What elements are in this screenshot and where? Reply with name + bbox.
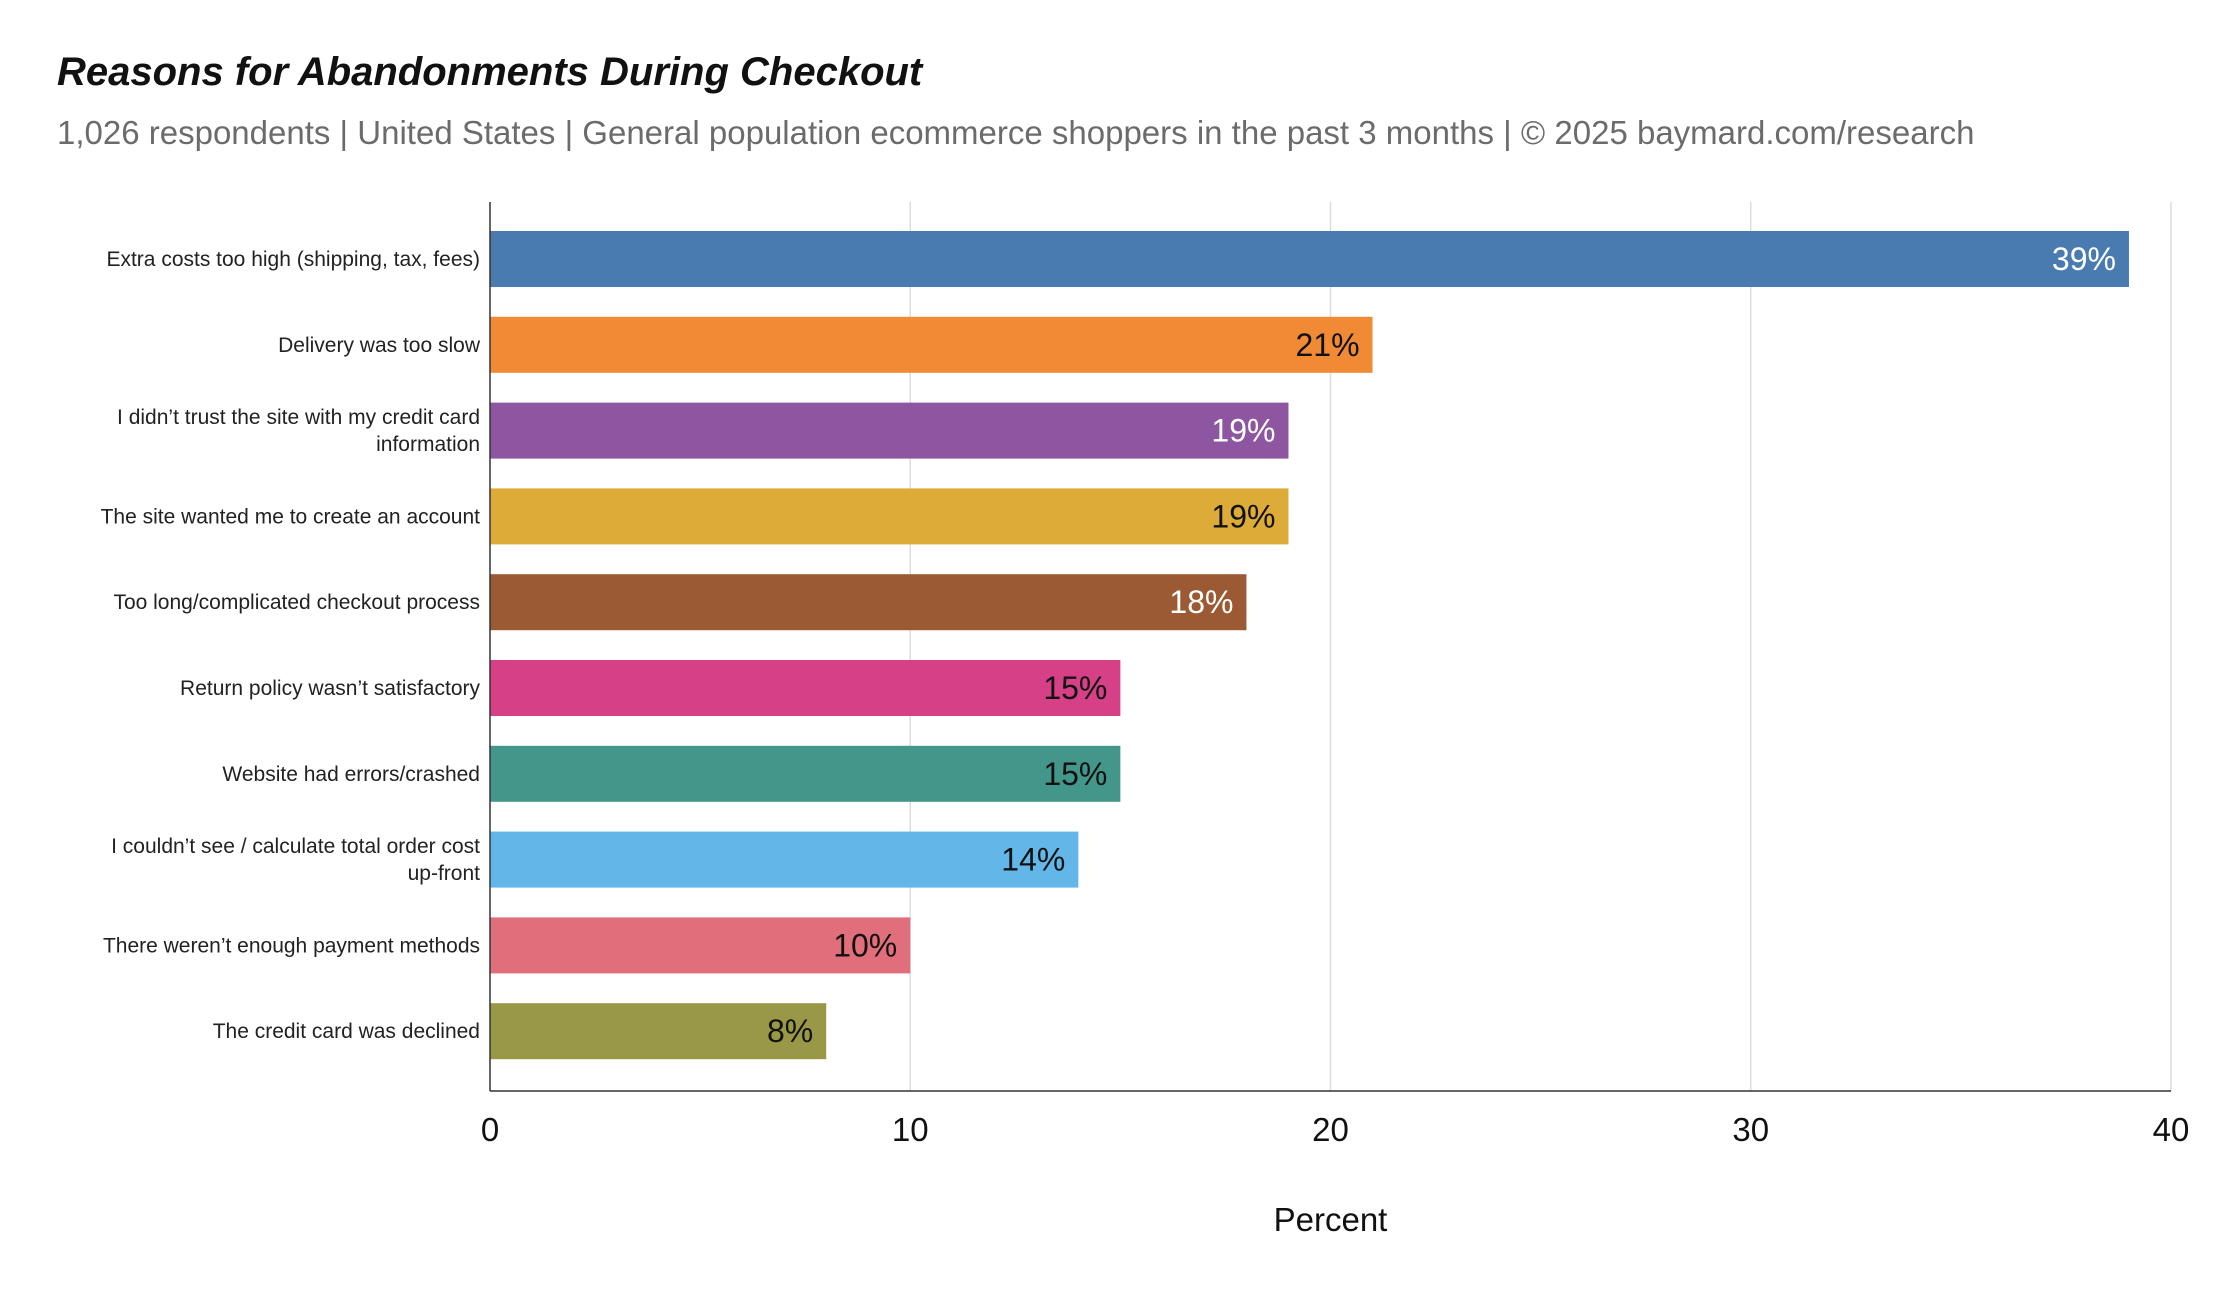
chart-subtitle: 1,026 respondents | United States | Gene… (57, 114, 1975, 151)
value-label-3: 19% (1211, 413, 1275, 449)
bar-5 (490, 574, 1247, 631)
category-label-1: Extra costs too high (shipping, tax, fee… (106, 248, 480, 271)
category-label-5: Too long/complicated checkout process (113, 591, 480, 614)
labels: 39% Extra costs too high (shipping, tax, … (101, 241, 2116, 1049)
category-label-line: Website had errors/crashed (222, 763, 480, 786)
value-label-10: 8% (767, 1013, 813, 1049)
bar-4 (490, 488, 1289, 545)
category-label-line: I couldn’t see / calculate total order c… (111, 835, 480, 858)
category-label-line: information (376, 433, 480, 456)
category-label-line: up-front (408, 862, 481, 885)
value-label-9: 10% (833, 927, 897, 963)
bar-7 (490, 745, 1121, 802)
x-tick-label-30: 30 (1732, 1111, 1769, 1148)
category-label-line: There weren’t enough payment methods (103, 934, 480, 957)
category-label-line: I didn’t trust the site with my credit c… (117, 406, 480, 429)
value-label-2: 21% (1295, 327, 1359, 363)
x-tick-label-10: 10 (892, 1111, 929, 1148)
category-label-9: There weren’t enough payment methods (103, 934, 480, 957)
bar-2 (490, 316, 1373, 373)
category-label-line: Too long/complicated checkout process (113, 591, 480, 614)
value-label-5: 18% (1169, 584, 1233, 620)
category-label-line: Delivery was too slow (278, 334, 481, 357)
category-label-3: I didn’t trust the site with my credit c… (117, 406, 480, 456)
bar-10 (490, 1003, 827, 1060)
bar-3 (490, 402, 1289, 459)
bar-6 (490, 660, 1121, 716)
x-tick-label-40: 40 (2153, 1111, 2190, 1148)
category-label-line: The site wanted me to create an account (101, 505, 481, 528)
category-label-line: The credit card was declined (213, 1020, 480, 1043)
chart-title: Reasons for Abandonments During Checkout (57, 50, 923, 94)
axes: 0 10 20 30 40 Percent (481, 202, 2190, 1238)
category-label-8: I couldn’t see / calculate total order c… (111, 835, 480, 885)
bar-9 (490, 917, 911, 974)
category-label-2: Delivery was too slow (278, 334, 481, 357)
category-label-6: Return policy wasn’t satisfactory (180, 677, 480, 700)
value-label-7: 15% (1043, 756, 1107, 792)
x-axis-title: Percent (1274, 1201, 1388, 1238)
x-tick-label-0: 0 (481, 1111, 499, 1148)
bar-1 (490, 231, 2129, 287)
category-label-7: Website had errors/crashed (222, 763, 480, 786)
x-tick-label-20: 20 (1312, 1111, 1349, 1148)
value-label-8: 14% (1001, 842, 1065, 878)
value-label-1: 39% (2052, 241, 2116, 277)
bar-8 (490, 831, 1079, 888)
value-label-6: 15% (1043, 670, 1107, 706)
category-label-10: The credit card was declined (213, 1020, 480, 1043)
category-label-line: Return policy wasn’t satisfactory (180, 677, 480, 700)
bars (490, 231, 2129, 1060)
value-label-4: 19% (1211, 498, 1275, 534)
category-label-4: The site wanted me to create an account (101, 505, 481, 528)
category-label-line: Extra costs too high (shipping, tax, fee… (106, 248, 480, 271)
